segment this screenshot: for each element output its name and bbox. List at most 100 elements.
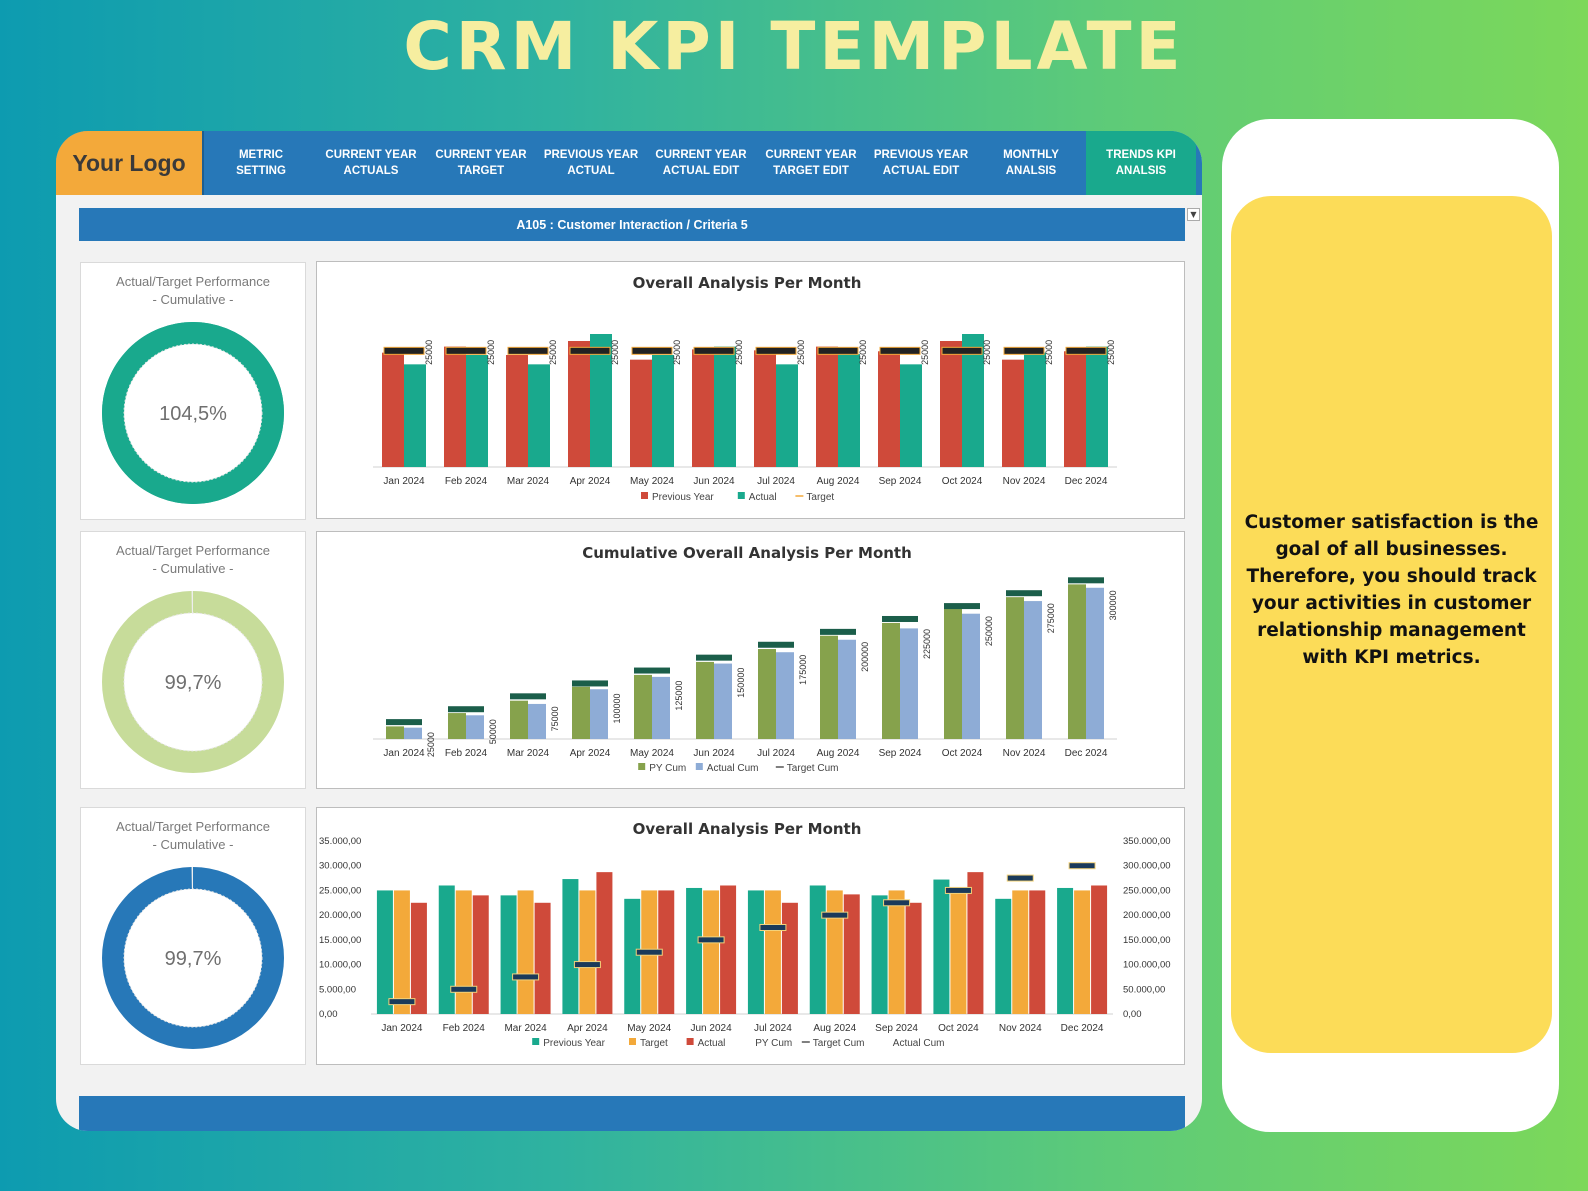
- legend-label: Target: [640, 1038, 668, 1049]
- side-note-box: Customer satisfaction is the goal of all…: [1231, 196, 1552, 1053]
- bar-previous-year: [630, 359, 652, 467]
- legend-label: Target Cum: [813, 1038, 865, 1049]
- bottom-bar: [79, 1096, 1185, 1131]
- y-tick-label: 10.000,00: [319, 960, 361, 971]
- legend-label: Target: [806, 492, 834, 503]
- bar-actual-cum: [962, 613, 980, 739]
- bar-actual: [1086, 346, 1108, 467]
- bar-previous-year: [878, 351, 900, 467]
- chart-title: Overall Analysis Per Month: [633, 820, 862, 838]
- kpi-value: 99,7%: [165, 948, 222, 970]
- donut-inner-ring: [123, 888, 263, 1028]
- nav-tab-6[interactable]: CURRENT YEAR TARGET EDIT: [765, 149, 857, 177]
- bar-actual: [838, 354, 860, 467]
- x-tick-label: Jan 2024: [383, 476, 425, 487]
- target-marker: [1065, 346, 1107, 355]
- bar-previous-year: [506, 355, 528, 467]
- x-tick-label: Feb 2024: [445, 476, 488, 487]
- chart-panel-cumulative: Cumulative Overall Analysis Per Month 250…: [316, 531, 1185, 789]
- chart-legend: Previous Year Target Actual PY Cum Target Cu…: [532, 1038, 944, 1049]
- target-marker: [941, 346, 983, 355]
- x-tick-label: Apr 2024: [570, 476, 611, 487]
- x-tick-label: Jul 2024: [754, 1023, 792, 1034]
- target-cum-marker: [821, 911, 849, 919]
- kpi-value: 104,5%: [159, 403, 227, 425]
- data-label: 25000: [1044, 340, 1054, 365]
- bar-previous-year: [809, 885, 826, 1014]
- target-cum-marker: [450, 985, 478, 993]
- nav-tab-9[interactable]: TRENDS KPI ANALSIS: [1086, 131, 1196, 195]
- nav-tab-3[interactable]: CURRENT YEAR TARGET: [435, 149, 527, 177]
- bar-py-cum: [696, 661, 714, 739]
- legend-label: Target Cum: [787, 763, 839, 774]
- x-tick-label: Mar 2024: [507, 748, 550, 759]
- legend-swatch: [695, 763, 703, 770]
- legend-label: Actual: [698, 1038, 726, 1049]
- kpi-caption-line2: - Cumulative -: [152, 292, 234, 307]
- nav-tab-2[interactable]: CURRENT YEAR ACTUALS: [325, 149, 417, 177]
- kpi-caption-line1: Actual/Target Performance: [116, 543, 270, 558]
- bar-previous-year: [438, 885, 455, 1014]
- chevron-down-icon[interactable]: ▼: [1187, 208, 1200, 221]
- x-tick-label: Oct 2024: [942, 476, 983, 487]
- kpi-donut: 104,5%: [102, 322, 284, 504]
- kpi-caption: Actual/Target Performance - Cumulative -: [81, 818, 305, 854]
- bar-actual-cum: [776, 652, 794, 739]
- bar-previous-year: [816, 346, 838, 467]
- x-tick-label: Sep 2024: [875, 1023, 918, 1034]
- x-tick-label: Mar 2024: [504, 1023, 547, 1034]
- nav-tab-4[interactable]: PREVIOUS YEAR ACTUAL: [543, 149, 639, 177]
- target-cum-marker: [820, 628, 856, 635]
- bar-target: [517, 890, 534, 1014]
- x-tick-label: Jul 2024: [757, 476, 795, 487]
- target-marker: [1003, 346, 1045, 355]
- legend-label: PY Cum: [755, 1038, 792, 1049]
- x-tick-label: Sep 2024: [879, 476, 922, 487]
- target-cum-marker: [634, 667, 670, 674]
- bar-actual: [410, 902, 427, 1014]
- kpi-caption-line2: - Cumulative -: [152, 837, 234, 852]
- nav-tab-8[interactable]: MONTHLY ANALSIS: [1003, 149, 1059, 177]
- x-tick-label: Feb 2024: [445, 748, 488, 759]
- x-tick-label: Sep 2024: [879, 748, 922, 759]
- data-label: 300000: [1108, 590, 1118, 620]
- nav-tab-5[interactable]: CURRENT YEAR ACTUAL EDIT: [655, 149, 747, 177]
- bar-target: [1074, 890, 1091, 1014]
- bar-py-cum: [758, 649, 776, 739]
- metric-subheader: A105 : Customer Interaction / Criteria 5: [79, 208, 1185, 241]
- page-title: CRM KPI TEMPLATE: [403, 8, 1185, 85]
- bar-target: [703, 890, 720, 1014]
- x-tick-label: Dec 2024: [1061, 1023, 1104, 1034]
- cumulative-analysis-chart: Cumulative Overall Analysis Per Month 250…: [373, 544, 1118, 774]
- data-label: 25000: [920, 340, 930, 365]
- bar-previous-year: [444, 346, 466, 467]
- bar-py-cum: [634, 674, 652, 739]
- combined-analysis-chart: Overall Analysis Per Month 0,00 5.000,00 10…: [319, 820, 1171, 1049]
- nav-tab-7[interactable]: PREVIOUS YEAR ACTUAL EDIT: [873, 149, 969, 177]
- x-tick-label: Dec 2024: [1065, 476, 1108, 487]
- bar-actual: [967, 872, 984, 1014]
- bar-py-cum: [1006, 597, 1024, 739]
- legend-label: Actual Cum: [893, 1038, 945, 1049]
- bar-actual: [905, 902, 922, 1014]
- target-marker: [383, 346, 425, 355]
- bar-previous-year: [871, 895, 888, 1014]
- bar-actual: [652, 355, 674, 467]
- legend-swatch: [638, 763, 646, 770]
- nav-tab-1[interactable]: METRIC SETTING: [236, 149, 286, 177]
- target-cum-marker: [512, 973, 540, 981]
- donut-inner-ring: [123, 612, 263, 752]
- legend-label: PY Cum: [649, 763, 686, 774]
- target-marker: [879, 346, 921, 355]
- y2-tick-label: 200.000,00: [1123, 910, 1171, 921]
- x-tick-label: Dec 2024: [1065, 748, 1108, 759]
- data-label: 275000: [1046, 603, 1056, 633]
- target-cum-marker: [388, 998, 416, 1006]
- target-cum-marker: [944, 886, 972, 894]
- bar-previous-year: [562, 879, 579, 1014]
- x-tick-label: Apr 2024: [567, 1023, 608, 1034]
- x-tick-label: Aug 2024: [817, 748, 860, 759]
- bar-actual: [404, 364, 426, 467]
- y-tick-label: 30.000,00: [319, 861, 361, 872]
- bar-actual: [472, 895, 489, 1014]
